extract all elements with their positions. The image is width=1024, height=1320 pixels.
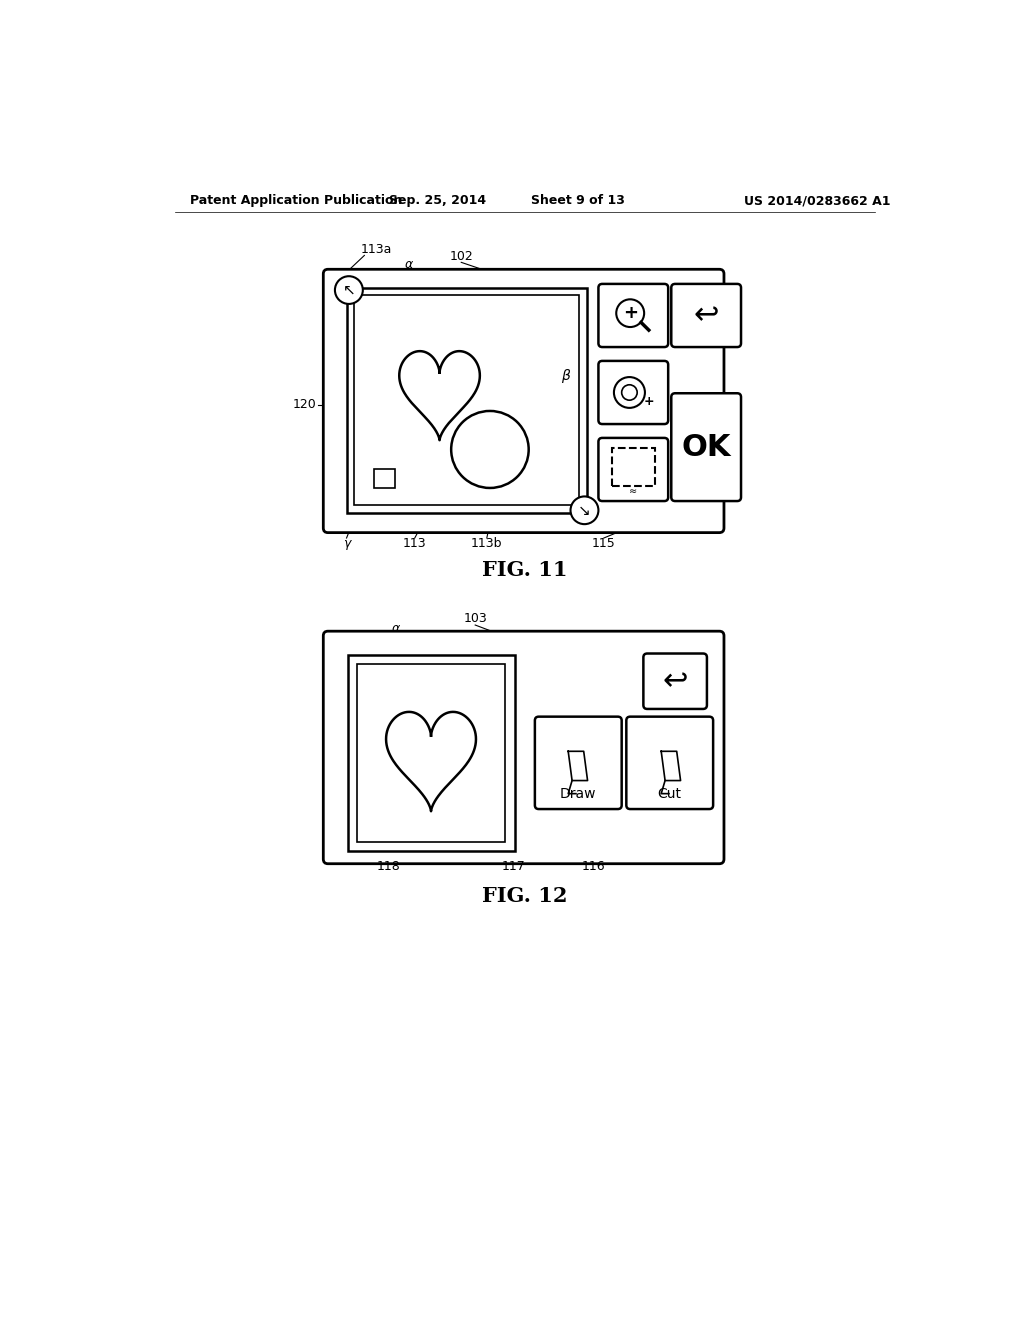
Text: 116: 116 <box>582 861 605 874</box>
Text: 103: 103 <box>463 612 487 626</box>
FancyBboxPatch shape <box>598 284 669 347</box>
Bar <box>348 655 515 851</box>
Text: Sheet 9 of 13: Sheet 9 of 13 <box>530 194 625 207</box>
FancyBboxPatch shape <box>324 631 724 863</box>
Text: 117: 117 <box>502 861 526 874</box>
Text: Patent Application Publication: Patent Application Publication <box>190 194 402 207</box>
Circle shape <box>335 276 362 304</box>
Text: FIG. 12: FIG. 12 <box>482 886 567 906</box>
FancyBboxPatch shape <box>535 717 622 809</box>
Circle shape <box>616 300 644 327</box>
Text: FIG. 11: FIG. 11 <box>482 561 567 581</box>
Text: Sep. 25, 2014: Sep. 25, 2014 <box>389 194 486 207</box>
FancyBboxPatch shape <box>598 438 669 502</box>
Text: 113a: 113a <box>360 243 392 256</box>
Text: ↩: ↩ <box>663 667 688 696</box>
Text: Cut: Cut <box>657 787 682 801</box>
FancyBboxPatch shape <box>672 393 741 502</box>
Text: +: + <box>643 395 654 408</box>
Text: US 2014/0283662 A1: US 2014/0283662 A1 <box>744 194 891 207</box>
Circle shape <box>452 411 528 488</box>
FancyBboxPatch shape <box>598 360 669 424</box>
Text: 118: 118 <box>377 861 400 874</box>
Text: α: α <box>404 259 413 271</box>
Bar <box>357 664 506 842</box>
Text: γ: γ <box>343 537 350 550</box>
Circle shape <box>570 496 598 524</box>
Text: Draw: Draw <box>560 787 597 801</box>
Text: ≈: ≈ <box>629 486 637 496</box>
Bar <box>346 288 587 512</box>
Text: ↘: ↘ <box>579 503 591 517</box>
Text: β: β <box>561 370 569 383</box>
Text: 115: 115 <box>592 537 615 550</box>
Text: α: α <box>392 622 400 635</box>
Bar <box>611 447 655 487</box>
Circle shape <box>614 378 645 408</box>
Bar <box>354 296 579 506</box>
Circle shape <box>622 385 637 400</box>
FancyBboxPatch shape <box>324 269 724 533</box>
FancyBboxPatch shape <box>643 653 707 709</box>
Bar <box>374 469 395 488</box>
Text: 113: 113 <box>402 537 427 550</box>
Text: OK: OK <box>681 433 731 462</box>
Text: ↩: ↩ <box>693 301 719 330</box>
FancyBboxPatch shape <box>627 717 713 809</box>
Text: 102: 102 <box>450 251 473 264</box>
FancyBboxPatch shape <box>672 284 741 347</box>
Text: ↖: ↖ <box>342 282 355 297</box>
Text: 113b: 113b <box>471 537 503 550</box>
Text: 120: 120 <box>293 399 316 412</box>
Text: +: + <box>623 304 638 322</box>
